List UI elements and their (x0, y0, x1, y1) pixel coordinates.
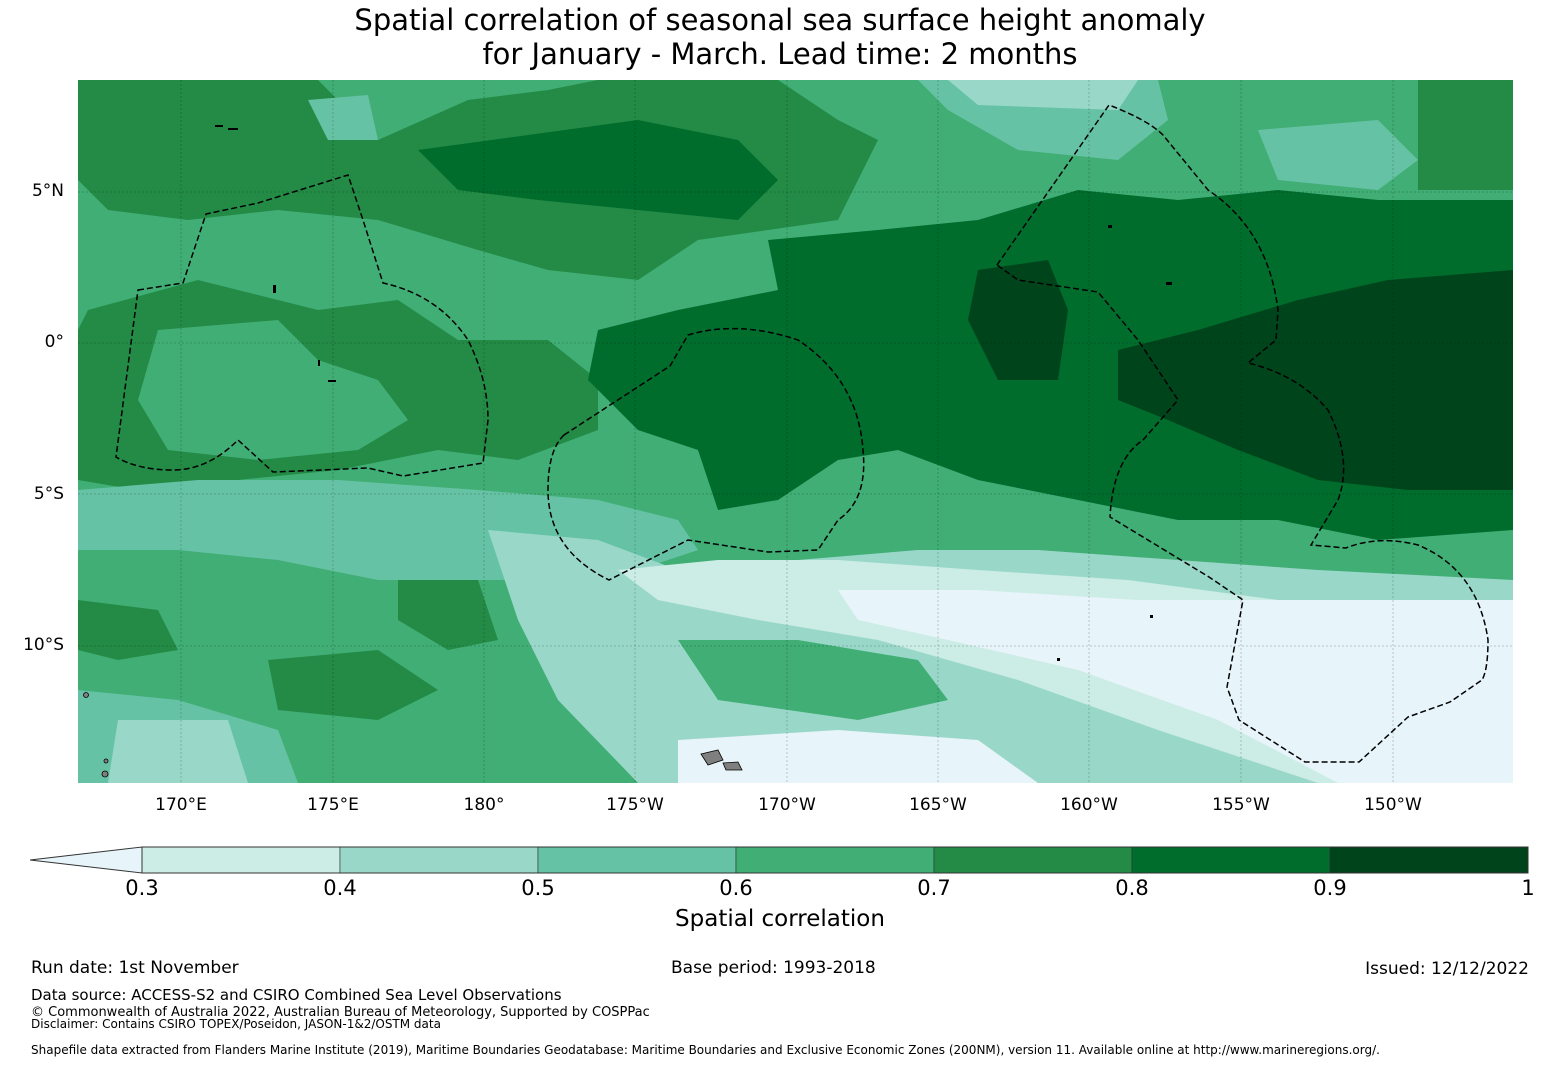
field-patch (138, 320, 408, 460)
lat-label-0: 0° (44, 332, 64, 352)
field-patch (398, 580, 498, 650)
lon-label-165w: 165°W (909, 795, 967, 815)
lon-label-160w: 160°W (1060, 795, 1118, 815)
field-patch (678, 730, 1038, 783)
field-patch (1118, 270, 1513, 490)
field-patch (1418, 80, 1513, 190)
issued-date: Issued: 12/12/2022 (1365, 959, 1529, 979)
lon-label-155w: 155°W (1212, 795, 1270, 815)
samoa-island (700, 749, 724, 766)
base-period: Base period: 1993-2018 (671, 958, 876, 978)
lon-label-150w: 150°W (1364, 795, 1422, 815)
eez-boundary-kiribati-east (995, 104, 1489, 763)
gridlines (78, 80, 1513, 783)
lat-label-5s: 5°S (33, 484, 64, 504)
disclaimer: Disclaimer: Contains CSIRO TOPEX/Poseido… (31, 1017, 441, 1031)
colorbar-tick-0.4: 0.4 (323, 876, 357, 900)
data-source: Data source: ACCESS-S2 and CSIRO Combine… (31, 986, 562, 1004)
eez-boundaries (115, 104, 1489, 763)
field-patch (308, 95, 378, 140)
eez-boundary-tokelau (547, 327, 865, 581)
eez-boundary-kiribati-west (115, 174, 489, 477)
colorbar-tick-1: 1 (1521, 876, 1535, 900)
colorbar-label: Spatial correlation (675, 906, 885, 932)
colorbar-tick-0.6: 0.6 (719, 876, 753, 900)
colorbar (30, 846, 1529, 874)
colorbar-bin-0.4 (339, 846, 539, 874)
atolls (215, 125, 1172, 661)
field-patch (678, 640, 948, 720)
field-patch (418, 120, 778, 220)
colorbar-bin-0.6 (735, 846, 935, 874)
colorbar-bin-0.7 (933, 846, 1133, 874)
colorbar-tick-0.5: 0.5 (521, 876, 555, 900)
field-patch (1258, 120, 1418, 190)
lat-label-10s: 10°S (23, 635, 64, 655)
field-patch (78, 600, 178, 660)
copyright: © Commonwealth of Australia 2022, Austra… (31, 1005, 650, 1020)
colorbar-bin-0.5 (537, 846, 737, 874)
title-line-2: for January - March. Lead time: 2 months (482, 37, 1078, 71)
field-patch (948, 80, 1138, 110)
islands (83, 692, 743, 778)
lat-label-5n: 5°N (31, 181, 64, 201)
correlation-map (78, 80, 1513, 783)
lon-label-170e: 170°E (155, 795, 207, 815)
field-patch (108, 720, 248, 783)
island (83, 692, 89, 698)
run-date: Run date: 1st November (31, 958, 239, 978)
colorbar-under-triangle (30, 846, 143, 874)
lon-label-175w: 175°W (606, 795, 664, 815)
island (101, 770, 109, 778)
island (103, 758, 109, 764)
lon-label-180: 180° (463, 795, 505, 815)
field-patch (268, 650, 438, 720)
field-patch (968, 260, 1068, 380)
lon-label-175e: 175°E (307, 795, 359, 815)
title-line-1: Spatial correlation of seasonal sea surf… (354, 3, 1206, 37)
lon-label-170w: 170°W (758, 795, 816, 815)
colorbar-bin-0.3 (141, 846, 341, 874)
colorbar-tick-0.3: 0.3 (125, 876, 159, 900)
field-patch (838, 590, 1513, 783)
colorbar-bin-0.8 (1131, 846, 1331, 874)
colorbar-tick-0.8: 0.8 (1115, 876, 1149, 900)
colorbar-bin-0.9 (1329, 846, 1529, 874)
shapefile-credit: Shapefile data extracted from Flanders M… (31, 1043, 1380, 1057)
samoa-island (722, 761, 743, 771)
colorbar-tick-0.9: 0.9 (1313, 876, 1347, 900)
colorbar-tick-0.7: 0.7 (917, 876, 951, 900)
